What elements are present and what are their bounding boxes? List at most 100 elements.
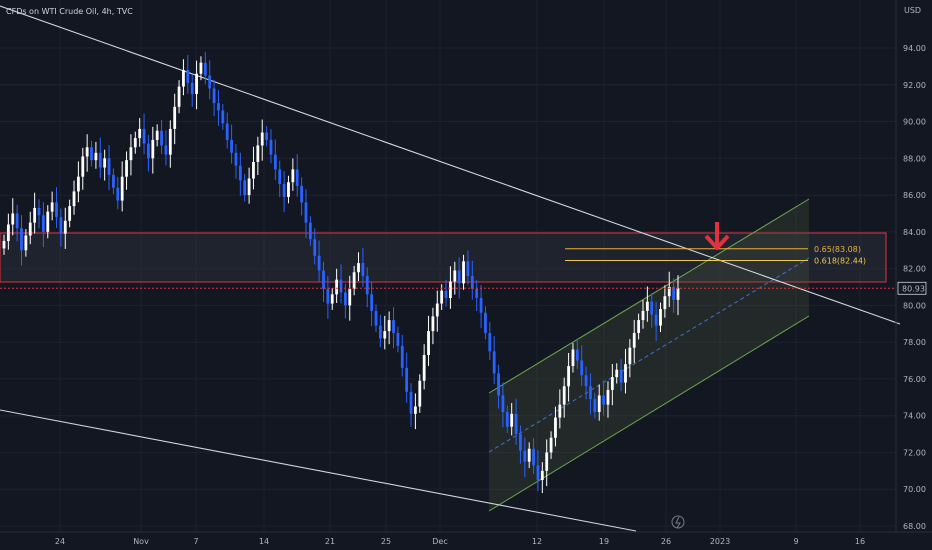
candle-body — [562, 386, 566, 405]
candle-body — [361, 263, 365, 276]
candle-body — [282, 184, 286, 197]
candle-body — [348, 288, 352, 306]
candle-body — [85, 147, 89, 157]
candle-body — [501, 395, 505, 413]
candle-body — [265, 132, 268, 140]
price-tick-label: 80.00 — [903, 301, 926, 310]
fib-level-label: 0.618(82.44) — [814, 257, 866, 266]
lightning-icon[interactable] — [671, 515, 685, 529]
candle-body — [168, 128, 172, 155]
price-axis[interactable]: 94.00 92.00 90.00 88.00 86.00 84.00 82.00 80.00… — [903, 44, 926, 531]
candle-body — [125, 160, 128, 177]
chart-title: CFDs on WTI Crude Oil, 4h, TVC — [6, 7, 133, 16]
fib-levels: 0.65(83.08) 0.618(82.44) — [565, 245, 866, 266]
candle-body — [479, 298, 483, 313]
time-tick-label: 26 — [661, 537, 671, 546]
candle-body — [195, 73, 198, 94]
descending-trendline[interactable] — [0, 5, 901, 325]
candle-body — [602, 395, 605, 405]
candle-body — [199, 62, 203, 74]
candle-body — [645, 301, 649, 311]
candle-body — [462, 261, 465, 284]
candle-body — [81, 156, 85, 177]
candle-body — [208, 75, 212, 89]
candle-body — [597, 395, 601, 413]
candle-body — [63, 220, 67, 234]
candle-body — [676, 288, 680, 300]
candle-body — [365, 275, 369, 295]
candle-body — [212, 88, 216, 104]
candle-body — [466, 261, 470, 276]
lower-trendline[interactable] — [0, 409, 637, 532]
candle-body — [133, 138, 137, 148]
candle-body — [497, 373, 500, 396]
candle-body — [615, 369, 619, 378]
channel-midline[interactable] — [488, 257, 810, 453]
currency-label: USD — [904, 6, 921, 15]
price-tick-label: 70.00 — [903, 485, 926, 494]
candle-body — [129, 147, 133, 161]
price-tick-label: 94.00 — [903, 44, 926, 53]
candle-body — [339, 279, 343, 293]
candle-body — [308, 222, 312, 240]
time-axis[interactable]: 24 Nov 7 14 21 25 Dec 12 19 26 2023 9 16 — [55, 537, 865, 546]
candle-body — [414, 406, 417, 414]
time-tick-label: 19 — [599, 537, 609, 546]
candle-body — [221, 110, 225, 124]
channel-upper-line[interactable] — [488, 198, 810, 394]
price-tick-label: 86.00 — [903, 191, 926, 200]
candle-body — [431, 316, 435, 332]
candle-body — [370, 294, 374, 311]
candle-body — [322, 270, 325, 289]
candle-body — [589, 386, 592, 400]
candle-body — [444, 290, 448, 299]
candle-body — [287, 182, 290, 197]
candle-body — [484, 312, 487, 333]
candle-body — [247, 178, 251, 196]
candle-body — [160, 130, 163, 146]
candle-body — [50, 202, 54, 212]
candle-body — [523, 450, 527, 462]
candle-body — [575, 349, 579, 361]
candle-body — [173, 106, 177, 129]
candle-body — [580, 360, 584, 376]
resistance-zone[interactable] — [0, 232, 887, 283]
candle-body — [295, 169, 299, 186]
price-tick-label: 76.00 — [903, 375, 926, 384]
candle-body — [330, 294, 334, 304]
candle-body — [155, 130, 159, 140]
candle-body — [449, 281, 452, 299]
fib-level-label: 0.65(83.08) — [814, 245, 861, 254]
candle-body — [545, 452, 549, 471]
price-tick-label: 92.00 — [903, 81, 926, 90]
candle-body — [532, 448, 535, 466]
time-tick-label: Nov — [133, 537, 149, 546]
candle-body — [116, 187, 120, 201]
candle-body — [527, 448, 531, 462]
candle-body — [291, 169, 295, 183]
candle-body — [435, 303, 439, 317]
candle-body — [628, 347, 632, 365]
candle-body — [606, 389, 610, 405]
candle-body — [654, 314, 658, 326]
candle-body — [304, 202, 308, 223]
candle-body — [641, 310, 645, 321]
candle-body — [593, 399, 597, 413]
candle-body — [536, 465, 540, 481]
candle-body — [667, 287, 671, 297]
candle-body — [352, 272, 356, 289]
candle-body — [637, 320, 641, 333]
candle-body — [400, 345, 404, 368]
candle-body — [374, 310, 378, 326]
candle-body — [663, 296, 667, 310]
candle-body — [422, 355, 426, 381]
candle-body — [387, 320, 391, 332]
candle-body — [41, 215, 45, 232]
candle-body — [427, 331, 430, 356]
candle-body — [571, 349, 575, 367]
time-tick-label: 14 — [259, 537, 269, 546]
candle-body — [225, 123, 229, 140]
time-tick-label: 9 — [793, 537, 798, 546]
candle-body — [6, 224, 10, 242]
